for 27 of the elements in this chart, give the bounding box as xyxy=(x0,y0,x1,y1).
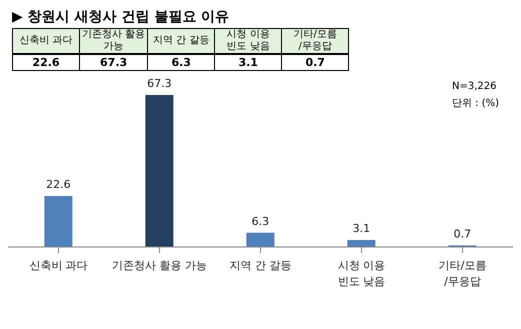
data-label: 0.7 xyxy=(454,227,472,240)
data-label: 3.1 xyxy=(352,222,370,235)
bar xyxy=(145,95,174,247)
data-label: 3.1 xyxy=(214,54,282,70)
data-label: 6.3 xyxy=(148,54,215,70)
data-label: 0.7 xyxy=(282,54,349,70)
x-tick-label: 신축비 과다 xyxy=(29,259,88,272)
bar xyxy=(246,232,274,247)
x-tick-label: 시청 이용 빈도 낮음 xyxy=(338,259,386,288)
x-tick-label: 지역 간 갈등 xyxy=(230,259,292,272)
category-label: 신축비 과다 xyxy=(12,28,80,54)
data-label: 6.3 xyxy=(252,214,270,228)
category-label: 시청 이용 빈도 낮음 xyxy=(214,28,282,54)
x-tick-label: 기존청사 활용 가능 xyxy=(112,259,207,272)
text: N=3,226 xyxy=(452,81,498,92)
category-label: 기타/모름 /무응답 xyxy=(282,28,349,54)
text: ▶ 창원시 새청사 건립 불필요 이유 xyxy=(12,8,230,26)
category-label: 지역 간 갈등 xyxy=(148,28,215,54)
data-label: 22.6 xyxy=(12,54,80,70)
bar xyxy=(347,240,376,247)
bar xyxy=(44,196,72,247)
data-label: 67.3 xyxy=(147,77,172,90)
data-label: 67.3 xyxy=(80,54,148,70)
data-label: 22.6 xyxy=(46,178,71,191)
annotation: 단위 : (%) xyxy=(452,97,499,110)
category-label: 기존청사 활용 가능 xyxy=(80,28,148,54)
x-tick-label: 기타/모름 /무응답 xyxy=(438,259,486,288)
